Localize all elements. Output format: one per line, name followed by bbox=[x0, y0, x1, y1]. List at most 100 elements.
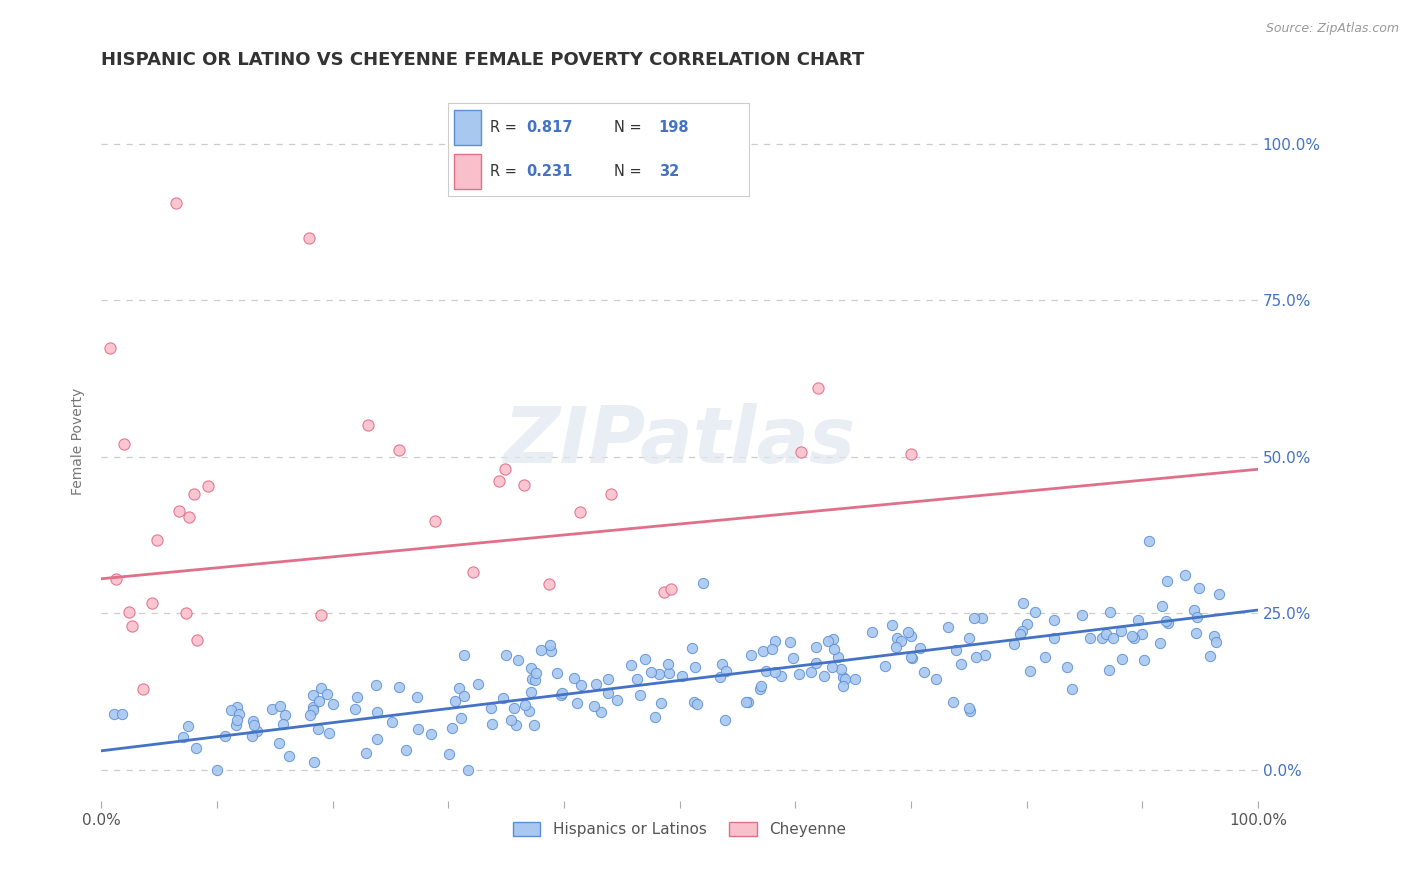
Text: Source: ZipAtlas.com: Source: ZipAtlas.com bbox=[1265, 22, 1399, 36]
Point bbox=[240, 729, 263, 743]
Point bbox=[1111, 651, 1133, 665]
Point bbox=[648, 667, 671, 681]
Point bbox=[1060, 681, 1083, 696]
Point bbox=[322, 698, 344, 712]
Point bbox=[366, 732, 388, 747]
Point bbox=[1002, 637, 1025, 651]
Point bbox=[650, 696, 672, 710]
Point bbox=[1091, 631, 1114, 645]
Point bbox=[491, 691, 513, 706]
Point bbox=[226, 700, 249, 714]
Point bbox=[520, 661, 543, 675]
Point bbox=[1174, 568, 1197, 582]
Point bbox=[205, 763, 228, 777]
Point bbox=[817, 634, 839, 648]
Point bbox=[546, 665, 568, 680]
Point bbox=[1011, 624, 1033, 638]
Point bbox=[186, 632, 208, 647]
Point bbox=[568, 505, 591, 519]
Point bbox=[505, 718, 527, 732]
Point bbox=[1182, 603, 1205, 617]
Point bbox=[453, 690, 475, 704]
Point bbox=[957, 631, 980, 645]
Point bbox=[1205, 635, 1227, 649]
Point bbox=[388, 442, 411, 457]
Point bbox=[183, 487, 205, 501]
Point bbox=[226, 713, 249, 727]
Point bbox=[228, 706, 250, 721]
Point bbox=[1098, 663, 1121, 677]
Point bbox=[423, 514, 446, 528]
Point bbox=[499, 714, 522, 728]
Point bbox=[963, 611, 986, 625]
Point bbox=[394, 743, 416, 757]
Point bbox=[596, 686, 619, 700]
Point bbox=[1017, 616, 1039, 631]
Point bbox=[316, 688, 339, 702]
Point bbox=[246, 724, 269, 739]
Point bbox=[640, 665, 662, 679]
Point bbox=[949, 657, 972, 671]
Point bbox=[387, 680, 409, 694]
Point bbox=[897, 625, 920, 640]
Point bbox=[550, 688, 572, 702]
Point bbox=[714, 664, 737, 678]
Point bbox=[298, 707, 321, 722]
Point bbox=[626, 672, 648, 686]
Point bbox=[880, 617, 903, 632]
Point bbox=[1208, 587, 1230, 601]
Point bbox=[749, 679, 772, 693]
Point bbox=[1185, 626, 1208, 640]
Point bbox=[453, 648, 475, 662]
Point bbox=[873, 659, 896, 673]
Point bbox=[172, 730, 194, 744]
Point bbox=[354, 746, 377, 760]
Point bbox=[537, 577, 560, 591]
Point bbox=[408, 722, 430, 736]
Point bbox=[1150, 599, 1173, 613]
Point bbox=[569, 678, 592, 692]
Point bbox=[832, 679, 855, 693]
Point bbox=[596, 672, 619, 686]
Point bbox=[146, 533, 169, 548]
Point bbox=[711, 657, 734, 672]
Point bbox=[405, 690, 427, 704]
Point bbox=[1123, 631, 1146, 645]
Point bbox=[908, 640, 931, 655]
Point bbox=[912, 665, 935, 680]
Point bbox=[301, 702, 323, 716]
Point bbox=[942, 695, 965, 709]
Point bbox=[343, 702, 366, 716]
Point bbox=[804, 640, 827, 655]
Point bbox=[98, 342, 121, 356]
Point bbox=[118, 605, 141, 619]
Point bbox=[959, 704, 981, 718]
Point bbox=[309, 681, 332, 695]
Point bbox=[782, 650, 804, 665]
Point bbox=[1156, 574, 1178, 588]
Point bbox=[513, 478, 536, 492]
Point bbox=[214, 730, 236, 744]
Point bbox=[658, 665, 681, 680]
Point bbox=[112, 437, 135, 451]
Point bbox=[1132, 652, 1154, 666]
Point bbox=[271, 717, 294, 731]
Point bbox=[832, 670, 855, 684]
Point bbox=[197, 479, 219, 493]
Point bbox=[364, 678, 387, 692]
Point bbox=[524, 666, 547, 681]
Point bbox=[1102, 631, 1125, 645]
Point bbox=[346, 690, 368, 705]
Point bbox=[644, 710, 666, 724]
Point bbox=[467, 677, 489, 691]
Point bbox=[242, 714, 264, 728]
Point bbox=[834, 673, 856, 687]
Point bbox=[318, 726, 340, 740]
Point bbox=[823, 642, 845, 657]
Point bbox=[437, 747, 460, 761]
Point bbox=[495, 648, 517, 663]
Point bbox=[1033, 649, 1056, 664]
Point bbox=[243, 718, 266, 732]
Point bbox=[589, 705, 612, 719]
Point bbox=[901, 651, 924, 665]
